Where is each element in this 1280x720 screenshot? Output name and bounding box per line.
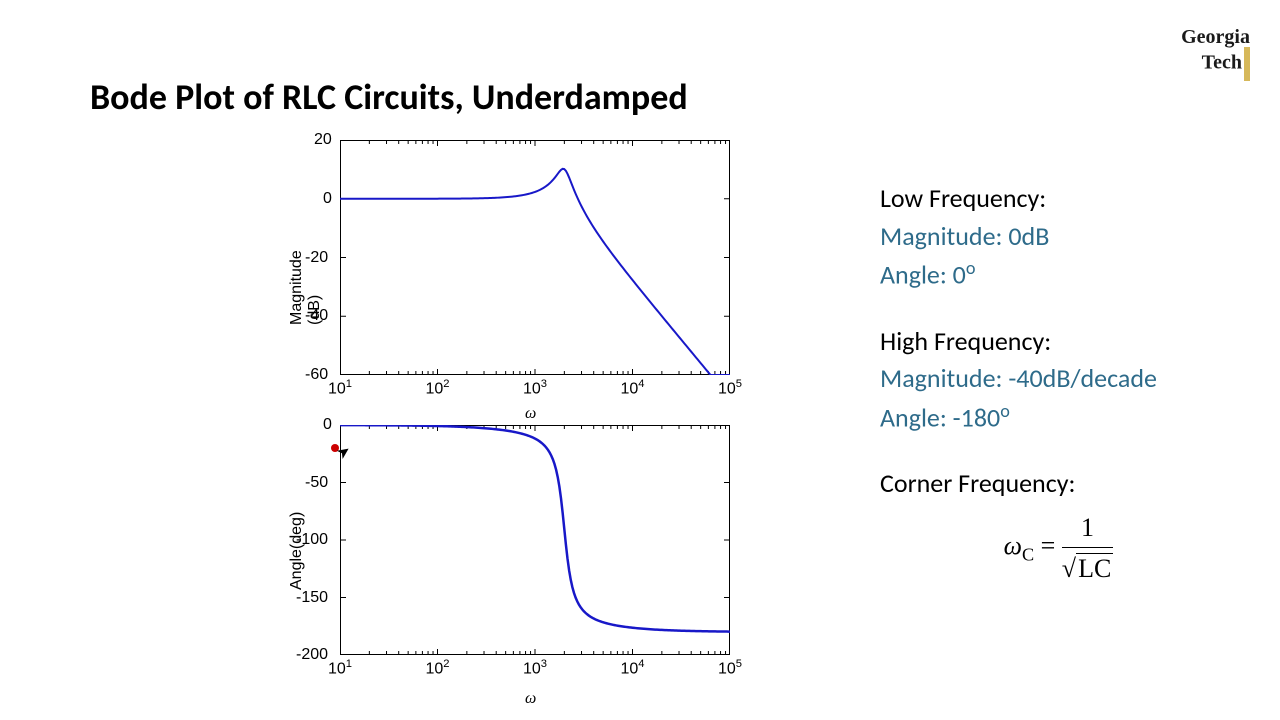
phase-xlabel: ω [525, 690, 536, 708]
logo: Georgia Tech [1181, 28, 1250, 81]
lf-mag: Magnitude: 0dB [880, 218, 1157, 256]
phase-plot [340, 425, 730, 660]
cf-heading: Corner Frequency: [880, 465, 1157, 503]
magnitude-ytick: 20 [314, 131, 332, 149]
lf-heading: Low Frequency: [880, 180, 1157, 218]
phase-ylabel: Angle(deg) [288, 512, 306, 590]
magnitude-svg [340, 140, 730, 375]
high-freq-section: High Frequency: Magnitude: -40dB/decade … [880, 323, 1157, 438]
phase-xtick: 101 [328, 658, 352, 678]
corner-freq-formula: ωC = 1 √LC [880, 509, 1157, 587]
magnitude-xtick: 102 [426, 378, 450, 398]
hf-heading: High Frequency: [880, 323, 1157, 361]
phase-xtick: 103 [523, 658, 547, 678]
magnitude-ytick: 0 [323, 190, 332, 208]
phase-ytick: 0 [323, 416, 332, 434]
page-title: Bode Plot of RLC Circuits, Underdamped [90, 75, 688, 119]
low-freq-section: Low Frequency: Magnitude: 0dB Angle: 0o [880, 180, 1157, 295]
logo-bar [1244, 47, 1250, 81]
hf-mag: Magnitude: -40dB/decade [880, 360, 1157, 398]
magnitude-xtick: 104 [621, 378, 645, 398]
side-notes: Low Frequency: Magnitude: 0dB Angle: 0o … [880, 180, 1157, 616]
magnitude-xlabel: ω [525, 405, 536, 423]
phase-ytick: -150 [296, 589, 328, 607]
lf-ang: Angle: 0o [880, 255, 1157, 294]
phase-ytick: -50 [305, 474, 328, 492]
logo-line1: Georgia [1181, 26, 1250, 48]
magnitude-plot [340, 140, 730, 380]
magnitude-xtick: 105 [718, 378, 742, 398]
phase-xtick: 104 [621, 658, 645, 678]
corner-freq-section: Corner Frequency: ωC = 1 √LC [880, 465, 1157, 587]
logo-line2: Tech [1202, 52, 1242, 74]
phase-svg [340, 425, 730, 655]
magnitude-xtick: 103 [523, 378, 547, 398]
phase-ytick: -200 [296, 646, 328, 664]
phase-xtick: 102 [426, 658, 450, 678]
magnitude-xtick: 101 [328, 378, 352, 398]
magnitude-ylabel: Magnitude (dB) [288, 250, 324, 325]
hf-ang: Angle: -180o [880, 398, 1157, 437]
phase-xtick: 105 [718, 658, 742, 678]
magnitude-ytick: -60 [305, 366, 328, 384]
